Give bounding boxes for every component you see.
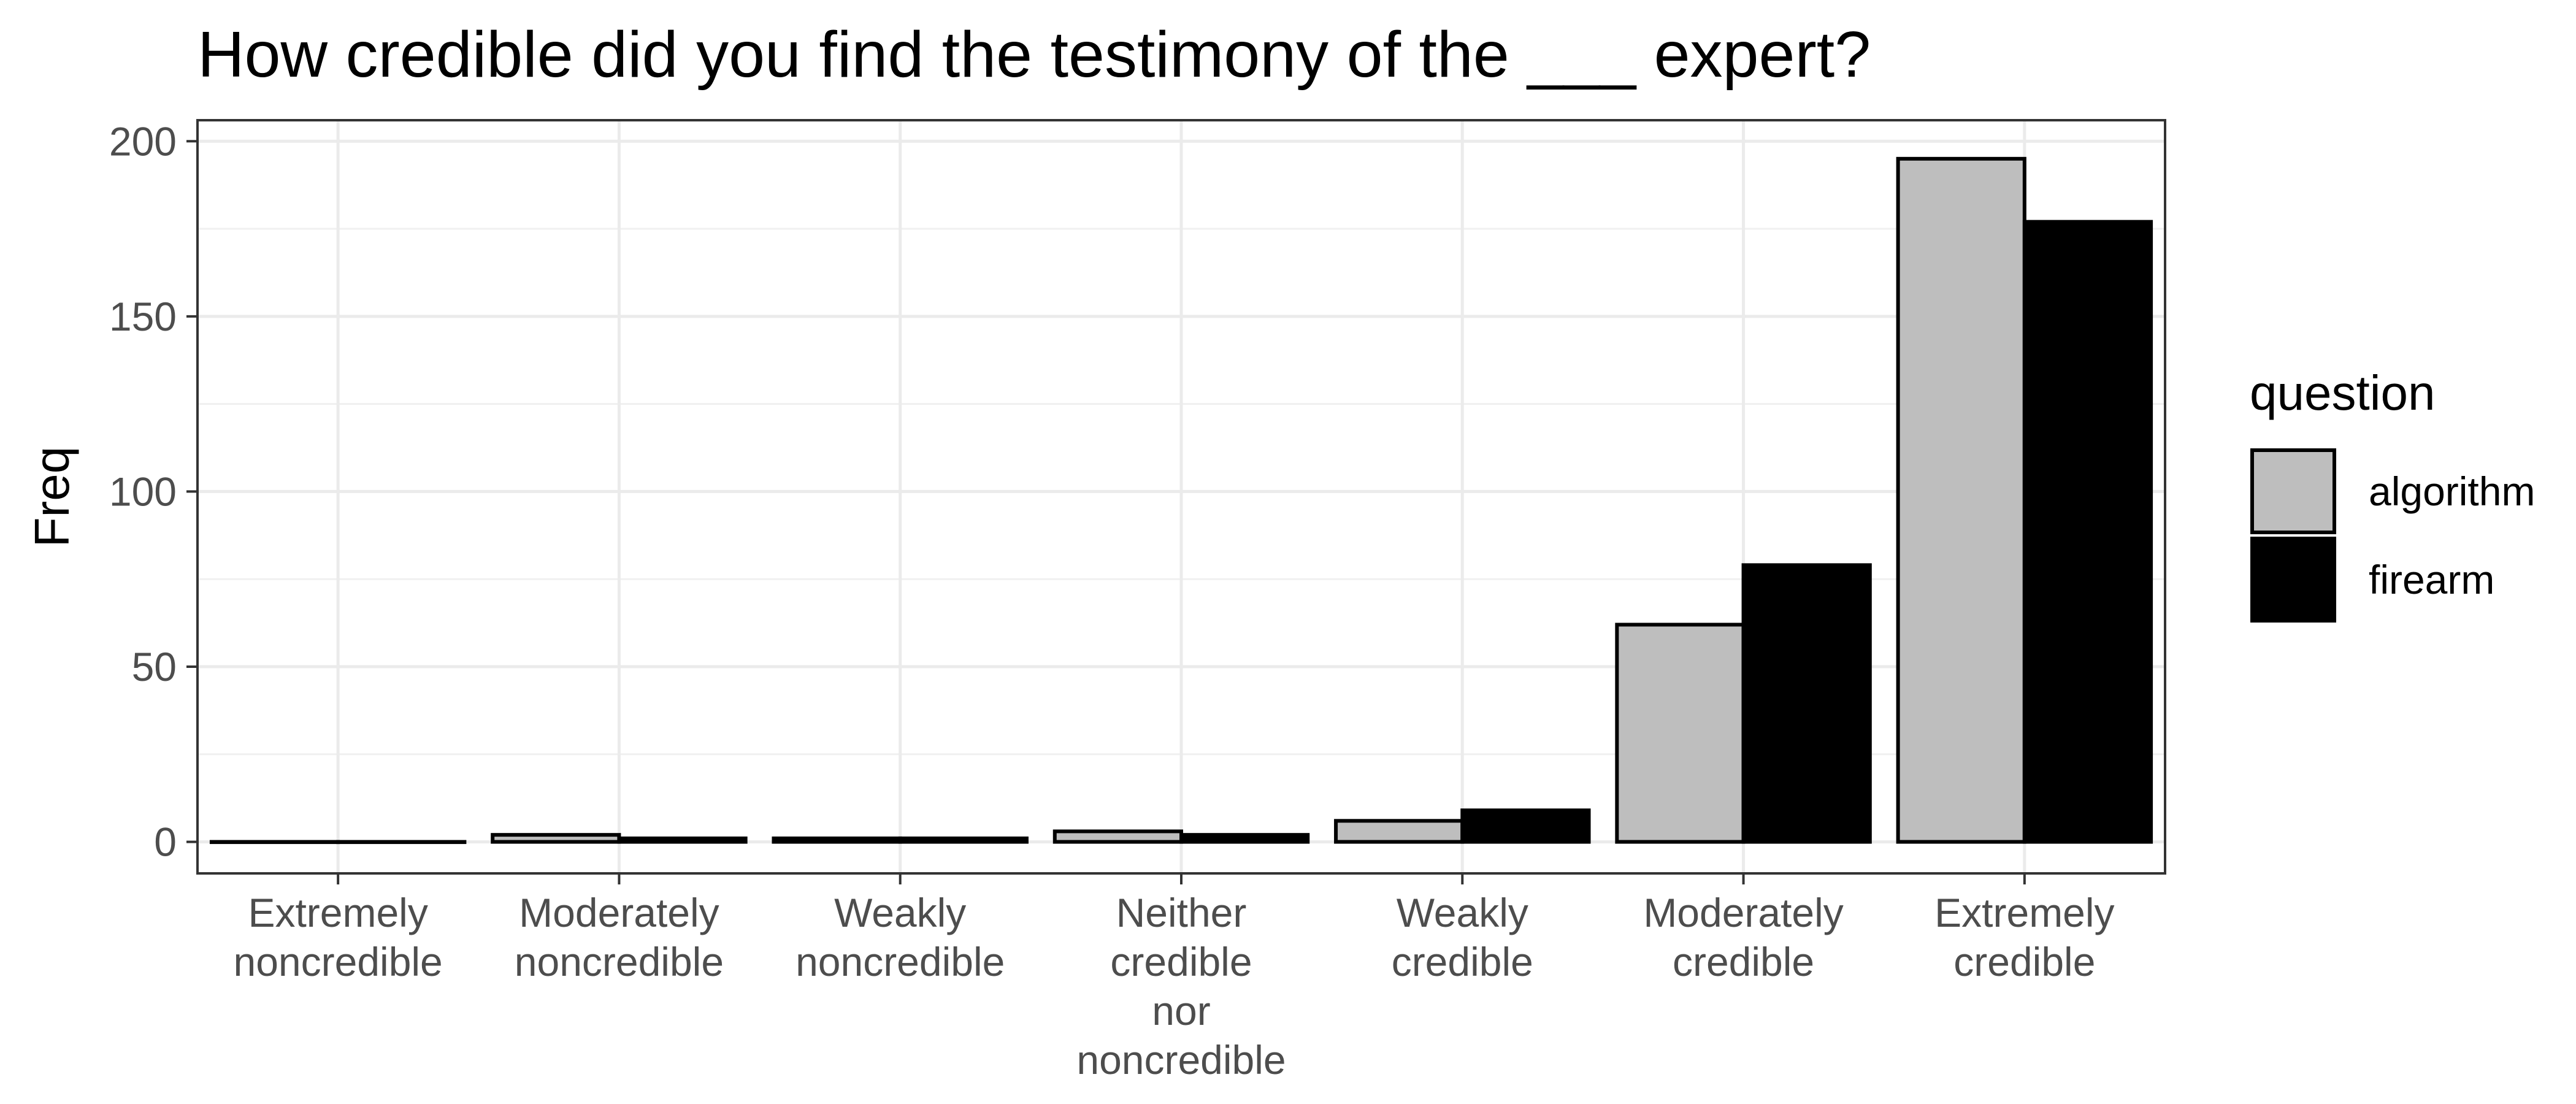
legend-key-firearm xyxy=(2250,537,2336,623)
legend-title: question xyxy=(2250,366,2435,420)
bar-algorithm-5 xyxy=(1334,819,1465,844)
x-tick-label: Moderately credible xyxy=(1643,890,1844,984)
x-tick-label: Extremely noncredible xyxy=(234,890,443,984)
x-tick-label-line: noncredible xyxy=(1076,1037,1286,1083)
bar-firearm-2 xyxy=(617,836,748,844)
x-tick-label-line: credible xyxy=(1392,939,1533,984)
bar-firearm-5 xyxy=(1460,808,1591,844)
y-tick-label: 200 xyxy=(109,118,177,164)
gridlines xyxy=(197,120,2165,873)
bar-firearm-4 xyxy=(1179,833,1310,844)
x-tick-label-line: credible xyxy=(1953,939,2095,984)
y-axis-label: Freq xyxy=(25,447,79,548)
x-tick-label: Weakly noncredible xyxy=(795,890,1005,984)
x-tick-label-line: noncredible xyxy=(795,939,1005,984)
legend-key-algorithm xyxy=(2250,448,2336,534)
x-tick-label: Weakly credible xyxy=(1392,890,1533,984)
bar-firearm-7 xyxy=(2022,220,2153,844)
x-tick-label-line: Extremely xyxy=(1934,890,2114,935)
y-axis: 0 50 100 150 200 xyxy=(109,118,197,865)
x-tick-label: Moderately noncredible xyxy=(515,890,724,984)
x-tick-label-line: Moderately xyxy=(1643,890,1844,935)
x-tick-label-line: credible xyxy=(1110,939,1252,984)
bar-firearm-3 xyxy=(898,836,1029,844)
x-tick-label-line: nor xyxy=(1152,988,1210,1033)
bars xyxy=(209,156,2153,845)
legend-label-firearm: firearm xyxy=(2369,557,2494,602)
legend: question algorithm firearm xyxy=(2250,366,2535,623)
y-tick-label: 50 xyxy=(132,644,177,689)
x-tick-label-line: Neither xyxy=(1116,890,1247,935)
x-tick-label: Extremely credible xyxy=(1934,890,2114,984)
y-tick-label: 100 xyxy=(109,469,177,514)
bar-algorithm-7 xyxy=(1896,156,2026,844)
x-tick-label: Neither credible nor noncredible xyxy=(1076,890,1286,1083)
x-tick-label-line: Moderately xyxy=(519,890,719,935)
x-tick-label-line: noncredible xyxy=(515,939,724,984)
x-tick-label-line: noncredible xyxy=(234,939,443,984)
x-tick-label-line: Extremely xyxy=(248,890,427,935)
bar-firearm-6 xyxy=(1741,563,1872,844)
legend-label-algorithm: algorithm xyxy=(2369,469,2535,514)
bar-algorithm-1 xyxy=(209,840,340,845)
x-tick-label-line: Weakly xyxy=(1397,890,1528,935)
bar-algorithm-4 xyxy=(1052,829,1184,844)
bar-algorithm-6 xyxy=(1615,623,1746,844)
bar-firearm-1 xyxy=(336,840,467,845)
x-tick-label-line: Weakly xyxy=(834,890,966,935)
y-tick-label: 150 xyxy=(109,294,177,339)
chart-title: How credible did you find the testimony … xyxy=(197,18,1871,91)
bar-algorithm-2 xyxy=(491,833,621,844)
x-tick-label-line: credible xyxy=(1673,939,1814,984)
bar-algorithm-3 xyxy=(772,836,902,844)
y-tick-label: 0 xyxy=(154,819,177,865)
